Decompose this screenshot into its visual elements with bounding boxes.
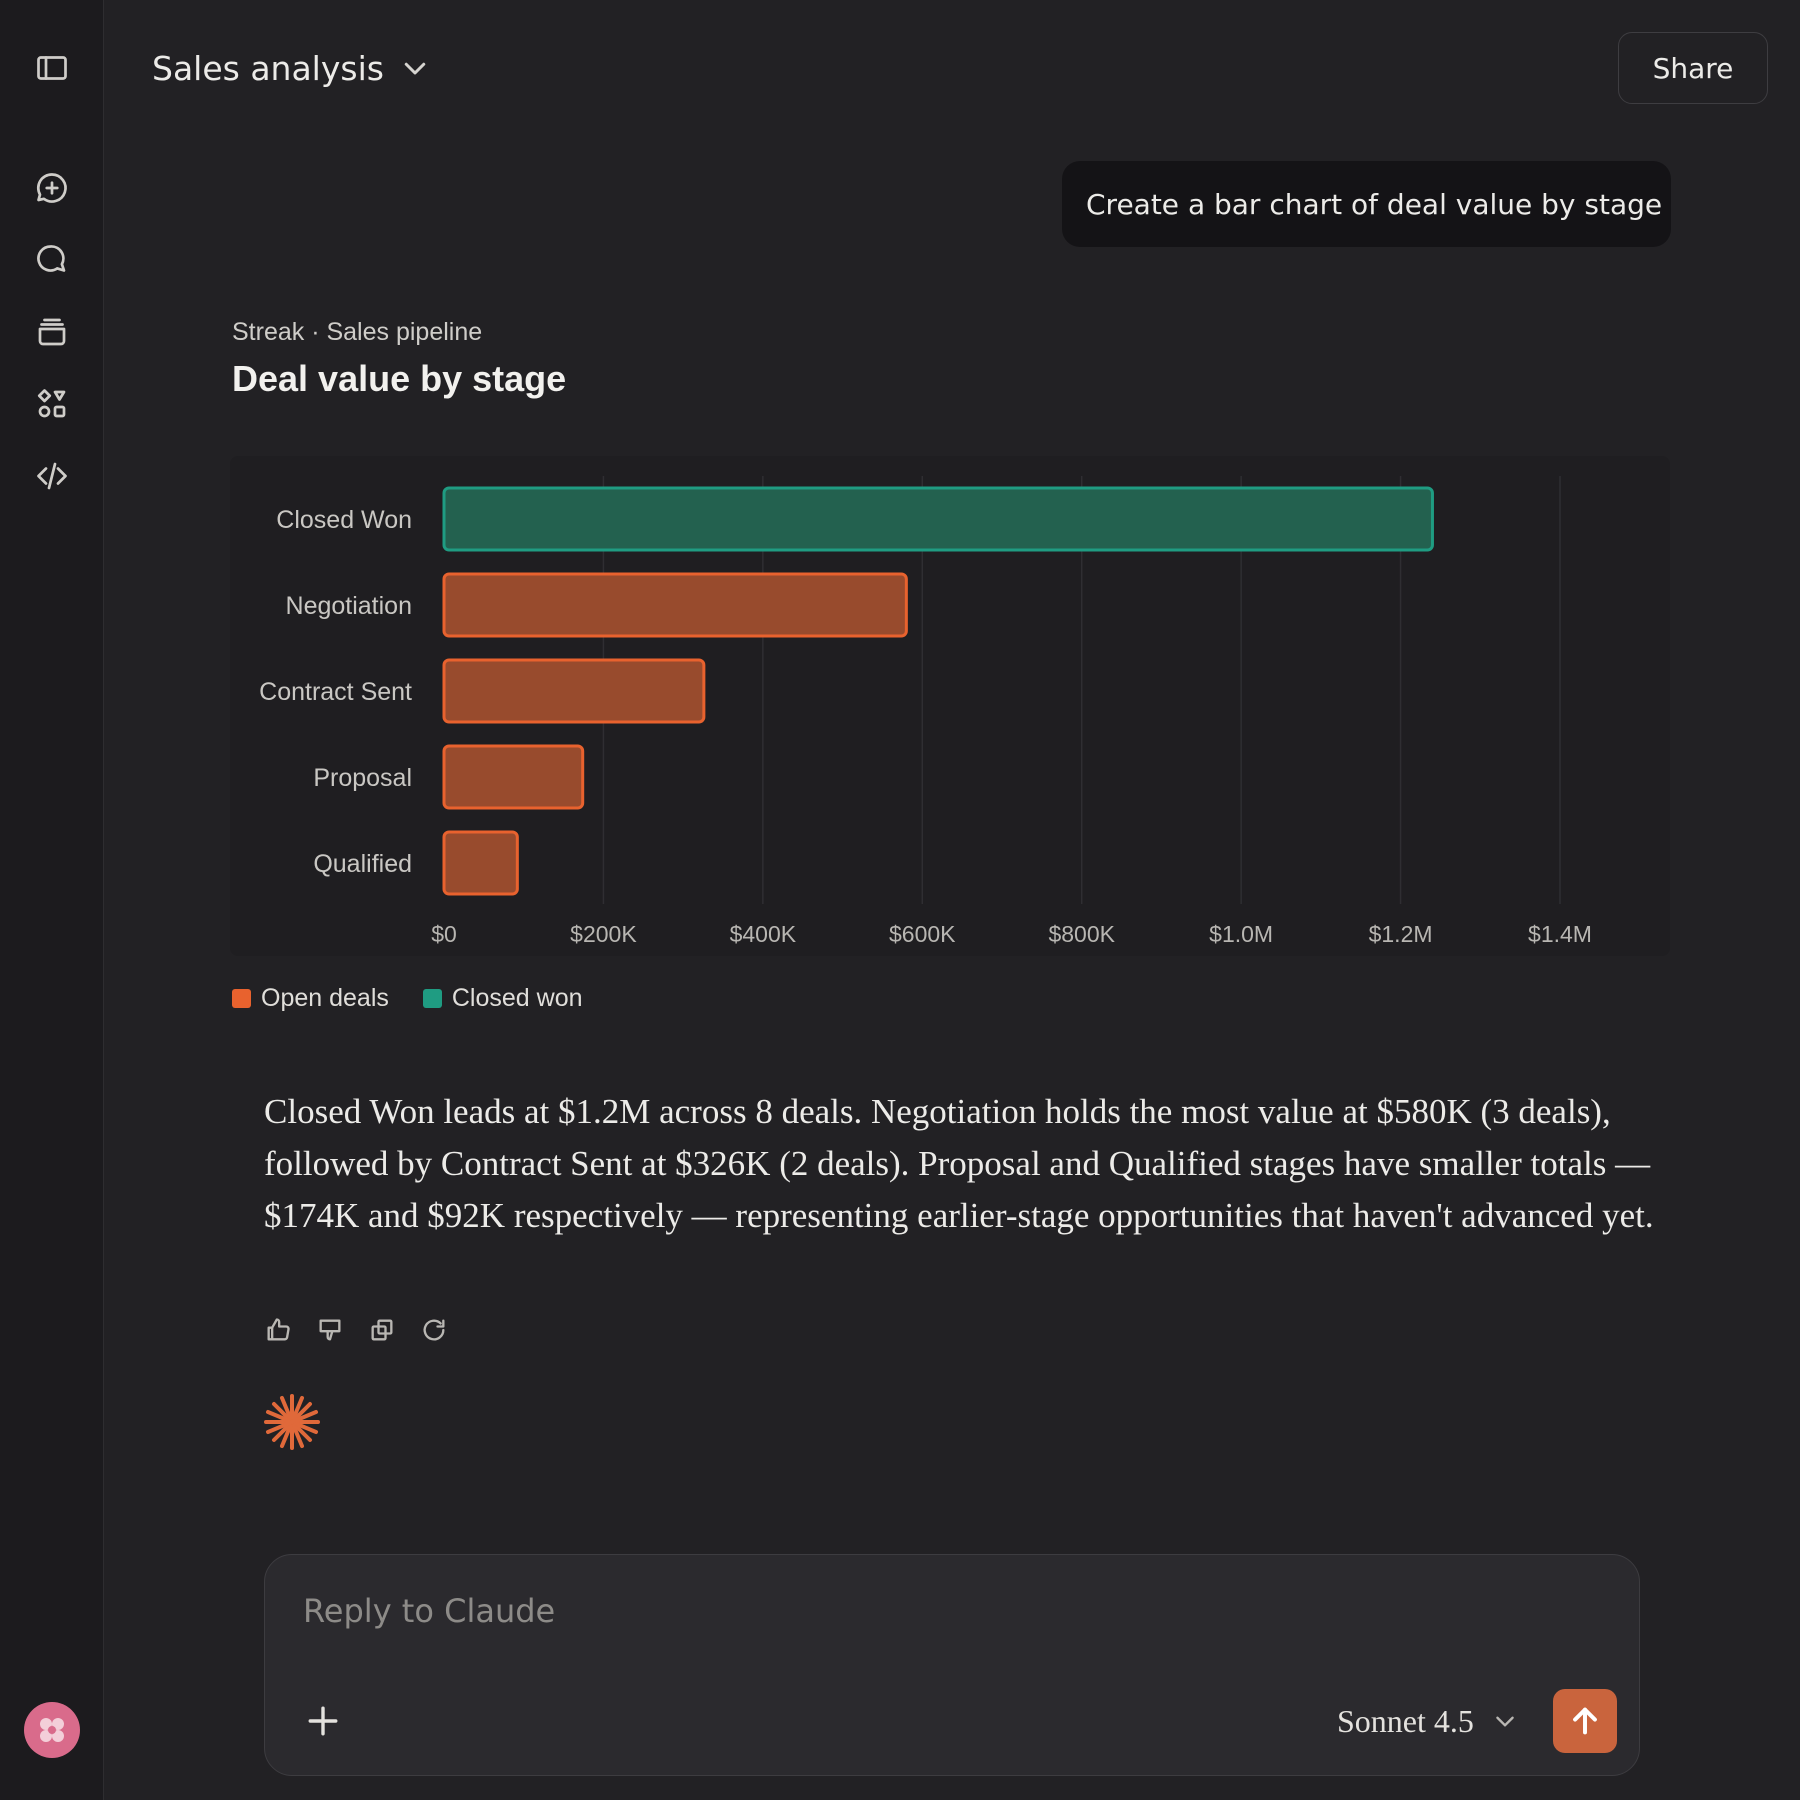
user-message: Create a bar chart of deal value by stag…: [1062, 161, 1671, 247]
thumbs-down-button[interactable]: [314, 1314, 346, 1346]
bar: [442, 744, 585, 810]
x-tick-label: $200K: [570, 921, 637, 947]
arrow-up-icon: [1573, 1707, 1597, 1735]
copy-icon: [371, 1319, 393, 1341]
claude-spark-icon: [264, 1394, 320, 1450]
legend-label-open: Open deals: [261, 984, 389, 1012]
new-chat-button[interactable]: [26, 162, 78, 214]
bar: [442, 830, 519, 896]
flower-icon: [40, 1718, 64, 1742]
chevron-down-icon: [404, 62, 426, 75]
thumbs-up-icon: [267, 1318, 290, 1341]
sidebar-icon: [37, 56, 67, 80]
chevron-down-icon: [1496, 1716, 1514, 1727]
artifact-subtitle: Streak · Sales pipeline: [232, 318, 483, 346]
x-tick-label: $600K: [889, 921, 956, 947]
chart-artifact: Streak · Sales pipeline Deal value by st…: [222, 296, 1672, 1021]
bar-chart: $0 $200K $400K $600K $800K $1.0M $1.2M $1.4M Clo…: [259, 476, 1592, 947]
bar: [442, 486, 1434, 552]
plus-icon: [308, 1706, 338, 1736]
y-category-label: Negotiation: [286, 592, 412, 620]
y-category-label: Proposal: [313, 764, 412, 792]
chats-button[interactable]: [26, 234, 78, 286]
x-tick-label: $1.0M: [1209, 921, 1273, 947]
chats-icon: [37, 245, 66, 272]
message-actions: [262, 1314, 450, 1346]
artifacts-icon: [37, 389, 66, 418]
new-chat-icon: [36, 173, 67, 203]
send-button[interactable]: [1553, 1689, 1617, 1753]
reply-input[interactable]: [303, 1583, 1503, 1639]
x-tick-label: $1.2M: [1369, 921, 1433, 947]
assistant-answer: Closed Won leads at $1.2M across 8 deals…: [264, 1092, 1654, 1235]
chart-panel: $0 $200K $400K $600K $800K $1.0M $1.2M $1.4M Clo…: [230, 456, 1670, 956]
y-category-label: Closed Won: [276, 506, 412, 534]
sidebar: [0, 0, 104, 1800]
model-name: Sonnet 4.5: [1337, 1702, 1474, 1739]
composer: Sonnet 4.5: [264, 1554, 1640, 1776]
x-tick-label: $1.4M: [1528, 921, 1592, 947]
avatar[interactable]: [24, 1702, 80, 1758]
x-tick-label: $800K: [1048, 921, 1115, 947]
artifact-title: Deal value by stage: [232, 358, 567, 399]
y-category-label: Contract Sent: [259, 678, 412, 706]
legend-item-closed: Closed won: [422, 984, 583, 1013]
projects-button[interactable]: [26, 306, 78, 358]
thumbs-up-button[interactable]: [262, 1314, 294, 1346]
legend-label-closed: Closed won: [451, 984, 583, 1012]
artifacts-button[interactable]: [26, 378, 78, 430]
toggle-sidebar-button[interactable]: [26, 42, 78, 94]
x-tick-label: $400K: [730, 921, 797, 947]
bar: [442, 572, 908, 638]
legend-item-open: Open deals: [232, 984, 389, 1013]
retry-icon: [423, 1319, 445, 1341]
retry-button[interactable]: [418, 1314, 450, 1346]
copy-button[interactable]: [366, 1314, 398, 1346]
legend-swatch-closed: [422, 989, 442, 1008]
conversation-title: Sales analysis: [152, 48, 384, 88]
thumbs-down-icon: [319, 1319, 341, 1341]
code-icon: [37, 462, 67, 490]
share-button[interactable]: Share: [1618, 32, 1768, 104]
bar: [442, 658, 706, 724]
model-selector[interactable]: Sonnet 4.5: [1337, 1695, 1518, 1747]
legend-swatch-open: [232, 989, 251, 1008]
projects-icon: [38, 318, 66, 346]
chart-legend: Open deals Closed won: [232, 984, 583, 1013]
y-category-label: Qualified: [313, 850, 412, 878]
conversation-title-dropdown[interactable]: Sales analysis: [152, 44, 430, 92]
add-attachment-button[interactable]: [299, 1697, 347, 1745]
x-tick-label: $0: [431, 921, 457, 947]
code-button[interactable]: [26, 450, 78, 502]
